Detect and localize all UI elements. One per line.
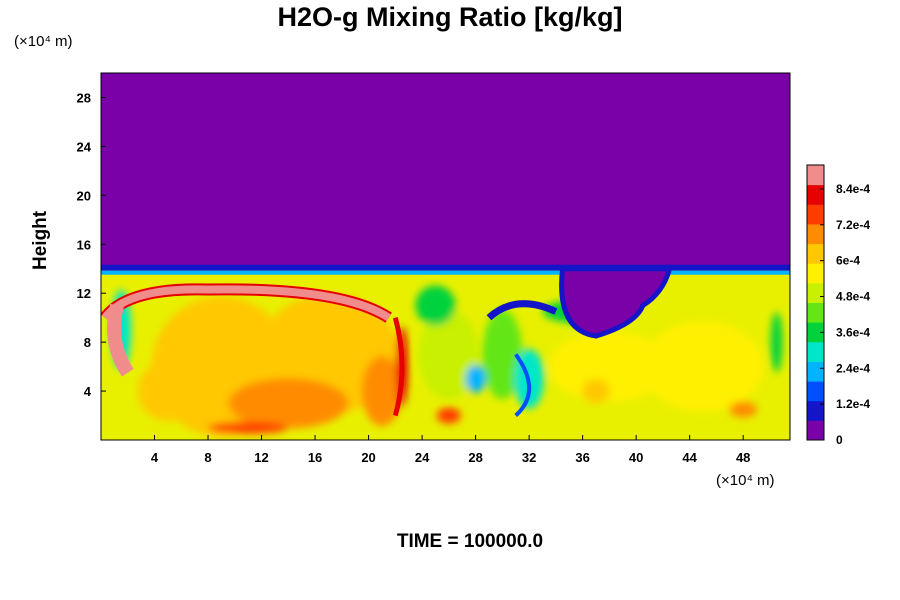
- colorbar-segment: [807, 243, 824, 264]
- field-blob: [729, 401, 758, 418]
- colorbar-segment: [807, 400, 824, 421]
- boundary-band: [101, 264, 790, 271]
- colorbar-tick-label: 1.2e-4: [836, 397, 870, 411]
- field-blob: [549, 331, 670, 402]
- y-tick-label: 8: [84, 335, 91, 350]
- colorbar-segment: [807, 322, 824, 343]
- colorbar-segment: [807, 302, 824, 323]
- field-blob: [465, 364, 486, 393]
- field-blob: [770, 312, 783, 373]
- colorbar-tick-label: 2.4e-4: [836, 361, 870, 375]
- x-axis-unit: (×10⁴ m): [716, 472, 775, 489]
- x-tick-label: 32: [522, 450, 536, 465]
- field-blob: [415, 285, 456, 326]
- boundary-band-inner: [101, 270, 790, 275]
- time-label: TIME = 100000.0: [396, 531, 544, 552]
- x-ticks: 4 8 12 16 20 24 28 32 36 40 44 48: [151, 435, 750, 465]
- x-tick-label: 28: [468, 450, 482, 465]
- field-blob: [228, 378, 349, 429]
- plume-column: [107, 303, 134, 377]
- colorbar-tick-label: 8.4e-4: [836, 182, 870, 196]
- y-tick-label: 16: [77, 237, 91, 252]
- colorbar-segment: [807, 341, 824, 362]
- colorbar-segment: [807, 361, 824, 382]
- plot-frame: [100, 72, 791, 441]
- colorbar-segment: [807, 165, 824, 186]
- field-blob: [482, 309, 523, 400]
- colorbar-tick-label: 7.2e-4: [836, 218, 870, 232]
- colorbar-tick-label: 0: [836, 433, 843, 447]
- colorbar-segment: [807, 282, 824, 303]
- y-tick-label: 12: [77, 286, 91, 301]
- colorbar-segment: [807, 263, 824, 284]
- field-blob: [436, 407, 461, 424]
- colorbar-segment: [807, 420, 824, 441]
- colorbar-frame: [806, 164, 825, 441]
- colorbar-segment: [807, 223, 824, 245]
- chart-title: H2O-g Mixing Ratio [kg/kg]: [277, 2, 623, 32]
- moisture-field: [101, 73, 790, 440]
- x-tick-label: 24: [415, 450, 430, 465]
- y-tick-label: 20: [77, 188, 91, 203]
- plume-edge-right: [392, 317, 405, 417]
- x-tick-label: 12: [254, 450, 268, 465]
- colorbar-segment: [807, 381, 824, 402]
- x-tick-label: 20: [361, 450, 375, 465]
- field-blob: [418, 309, 479, 400]
- x-tick-label: 16: [308, 450, 322, 465]
- x-tick-label: 40: [629, 450, 643, 465]
- field-blob: [361, 356, 402, 427]
- colorbar-tick-label: 6e-4: [836, 254, 860, 268]
- y-tick-label: 4: [84, 384, 92, 399]
- y-axis-unit: (×10⁴ m): [14, 33, 73, 50]
- field-blob: [137, 361, 198, 422]
- x-tick-label: 4: [151, 450, 159, 465]
- x-tick-label: 48: [736, 450, 750, 465]
- colorbar-segment: [807, 204, 824, 225]
- plume-arc: [101, 285, 391, 322]
- colorbar-tick-label: 4.8e-4: [836, 290, 870, 304]
- y-ticks: 4 8 12 16 20 24 28: [77, 90, 106, 399]
- field-blob: [208, 421, 289, 434]
- colorbar: 0 1.2e-4 2.4e-4 3.6e-4 4.8e-4 6e-4 7.2e-4 8.4e-…: [806, 164, 870, 447]
- colorbar-segment: [807, 184, 824, 205]
- dry-intrusion: [559, 266, 673, 339]
- field-blob: [582, 379, 611, 404]
- x-tick-label: 36: [575, 450, 589, 465]
- y-tick-label: 28: [77, 90, 91, 105]
- dry-filament-lower: [514, 353, 531, 418]
- field-blob: [643, 321, 764, 412]
- colorbar-tick-label: 3.6e-4: [836, 325, 870, 339]
- x-tick-label: 44: [682, 450, 697, 465]
- x-tick-label: 8: [204, 450, 211, 465]
- y-tick-label: 24: [77, 139, 92, 154]
- dry-filament: [486, 300, 558, 321]
